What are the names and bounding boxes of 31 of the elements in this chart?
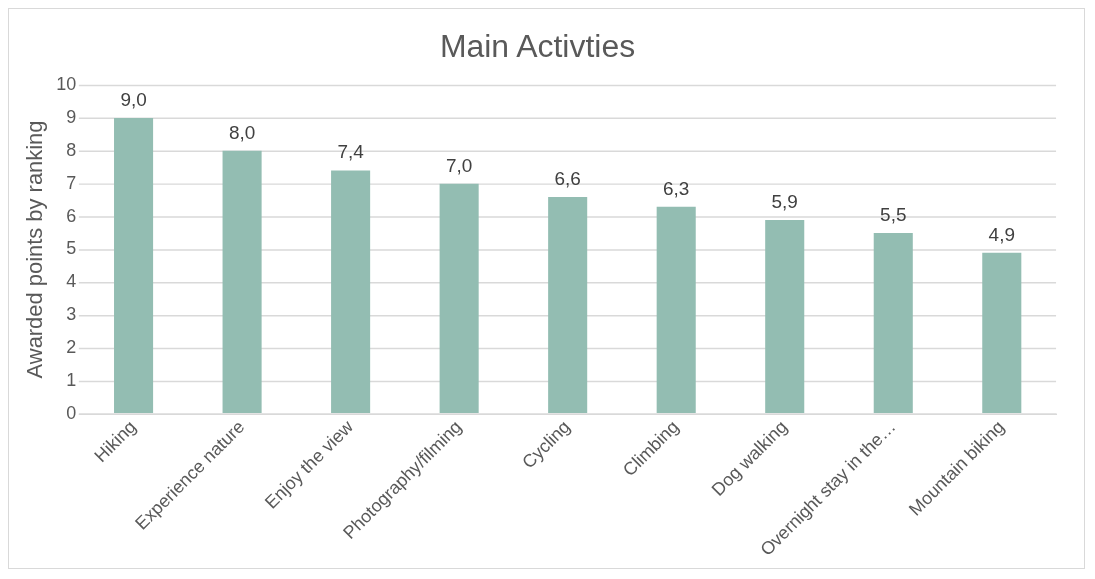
y-tick-label: 10 (56, 74, 77, 95)
bar (656, 206, 696, 414)
y-tick-label: 1 (66, 369, 77, 390)
data-label: 5,9 (771, 190, 798, 212)
data-label: 8,0 (228, 121, 256, 143)
data-label: 7,4 (337, 141, 364, 163)
y-tick-label: 9 (66, 106, 77, 127)
y-axis-title: Awarded points by ranking (22, 120, 48, 379)
y-tick-label: 5 (66, 238, 77, 259)
bar (222, 150, 262, 414)
data-label: 9,0 (120, 88, 147, 110)
y-tick-label: 3 (66, 304, 77, 325)
bar (331, 170, 371, 414)
data-label: 5,5 (880, 203, 907, 225)
data-label: 7,0 (445, 154, 473, 176)
bar (873, 233, 913, 414)
bar (765, 219, 805, 414)
data-label: 6,6 (554, 167, 581, 189)
bar (114, 118, 154, 414)
bar (548, 196, 588, 414)
y-tick-label: 2 (66, 337, 77, 358)
y-tick-label: 4 (66, 271, 77, 292)
data-label: 6,3 (663, 177, 690, 199)
bar (439, 183, 479, 414)
y-tick-label: 6 (66, 205, 77, 226)
y-tick-label: 0 (66, 402, 77, 423)
chart-title: Main Activties (439, 27, 636, 64)
bar (982, 252, 1022, 414)
y-tick-label: 7 (66, 172, 77, 193)
data-label: 4,9 (988, 223, 1015, 245)
y-tick-label: 8 (66, 139, 77, 160)
